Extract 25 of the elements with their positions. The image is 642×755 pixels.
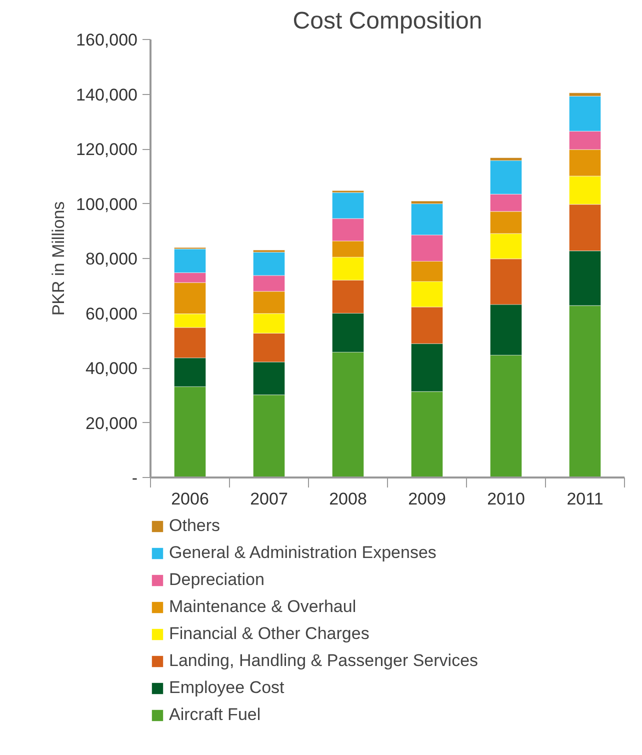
x-tick-label: 2008 [329,490,367,508]
legend-label: Others [169,515,220,537]
y-tick-label: 60,000 [86,304,138,324]
x-tick-label: 2007 [250,490,288,508]
legend-label: Financial & Other Charges [169,623,370,645]
legend-label: Depreciation [169,569,264,591]
chart-title: Cost Composition [292,8,482,34]
y-tick-label: 80,000 [86,250,138,268]
x-tick-label: 2010 [487,490,525,508]
y-tick-label: 100,000 [76,194,138,214]
x-tick-label: 2006 [171,490,209,508]
y-tick-label: - [132,468,138,488]
legend-label: Maintenance & Overhaul [169,596,356,618]
y-axis-title: PKR in Millions [49,201,68,316]
legend-label: Employee Cost [169,677,284,699]
y-tick-label: 120,000 [76,140,138,159]
legend-label: General & Administration Expenses [169,542,436,564]
legend-label: Landing, Handling & Passenger Services [169,650,478,672]
legend-label: Aircraft Fuel [169,704,261,726]
y-tick-label: 160,000 [76,30,138,50]
y-tick-label: 40,000 [86,359,138,378]
y-tick-label: 140,000 [76,85,138,104]
x-tick-label: 2009 [408,490,446,508]
x-tick-label: 2011 [566,490,604,508]
y-tick-label: 20,000 [86,414,138,433]
